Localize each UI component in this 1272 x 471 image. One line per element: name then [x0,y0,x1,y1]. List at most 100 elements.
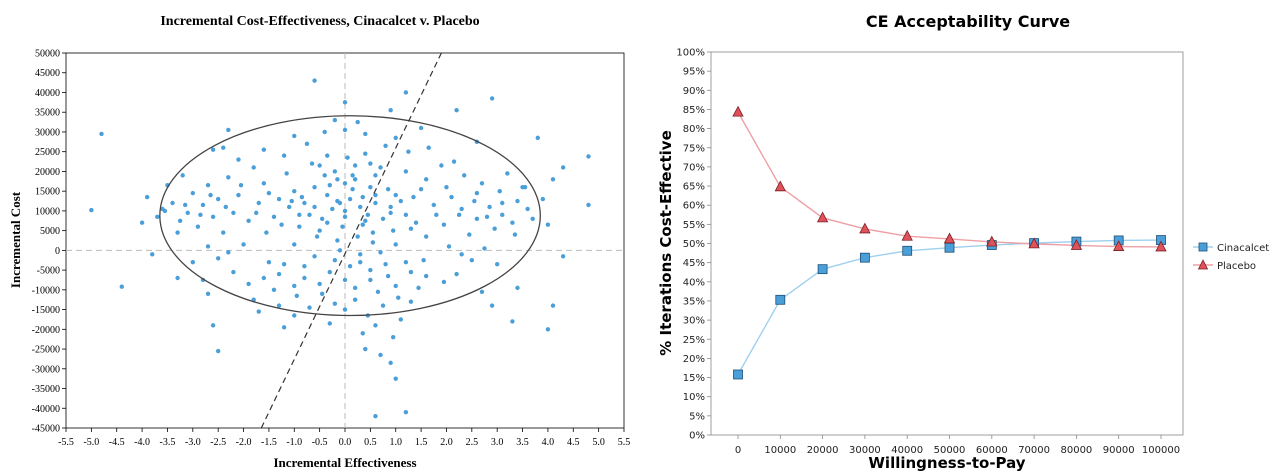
scatter-point [289,198,294,204]
scatter-point [175,230,180,235]
scatter-y-axis-ticks: 5000045000400003500030000250002000015000… [32,49,66,435]
scatter-point [325,153,330,158]
scatter-x-tick-label: 5.0 [592,437,605,448]
scatter-point [279,222,284,227]
scatter-point [378,250,383,255]
scatter-point [170,200,175,206]
scatter-point [231,269,236,275]
scatter-point [162,208,168,214]
scatter-point [363,131,368,137]
scatter-point [297,212,302,218]
scatter-point [208,192,213,198]
scatter-point [332,169,338,174]
scatter-point [317,281,322,287]
scatter-point [560,254,566,259]
scatter-point [292,283,297,289]
scatter-point [284,171,289,176]
scatter-point [266,260,272,265]
scatter-point [368,267,373,273]
ceac-y-tick-label: 85% [683,105,705,116]
scatter-point [403,212,409,218]
scatter-point [406,149,411,154]
scatter-point [434,212,439,218]
scatter-point [155,214,160,220]
scatter-point [403,90,409,95]
scatter-point [210,147,216,152]
scatter-point [312,78,317,83]
scatter-point [416,285,421,291]
scatter-point [535,135,540,141]
scatter-point [226,127,231,133]
scatter-point [446,244,452,249]
scatter-point [586,202,591,208]
scatter-point [368,161,373,166]
scatter-point [515,198,520,204]
scatter-point [441,279,447,285]
scatter-point [408,269,414,275]
scatter-point [304,141,310,146]
scatter-point [489,303,495,308]
scatter-point [373,173,378,178]
scatter-point [540,196,546,202]
scatter-point [251,165,256,170]
scatter-point [198,212,203,218]
scatter-point [500,212,505,218]
ceac-y-tick-label: 40% [683,277,705,288]
ceac-y-tick-label: 20% [683,354,705,365]
ceac-chart-title: CE Acceptability Curve [866,12,1070,31]
scatter-y-axis-label: Incremental Cost [8,191,23,288]
scatter-y-tick-label: -45000 [32,424,60,435]
ceac-y-tick-label: 80% [683,124,705,135]
scatter-point [236,157,241,162]
scatter-point [327,321,332,326]
scatter-point [368,277,373,283]
scatter-point [462,173,467,178]
scatter-point [492,226,497,231]
scatter-point [271,214,277,220]
scatter-point [388,204,393,210]
scatter-point [302,200,307,206]
scatter-point [342,307,348,312]
scatter-point [370,240,376,245]
marker-placebo [774,180,786,192]
ceac-y-tick-label: 55% [683,220,705,231]
scatter-point [408,226,414,231]
scatter-point [360,331,365,336]
scatter-chart-title: Incremental Cost-Effectiveness, Cinacalc… [160,14,479,29]
scatter-point [411,194,416,200]
ceac-y-tick-label: 5% [689,411,705,422]
scatter-point [139,220,145,225]
scatter-point [319,291,325,296]
scatter-point [474,216,480,221]
scatter-point [312,254,317,259]
scatter-reference-lines [66,53,624,428]
scatter-point [373,323,378,328]
scatter-point [352,163,358,168]
scatter-point [515,285,520,291]
ceac-y-axis-label: % Iterations Cost-Effective [657,130,675,356]
scatter-point [530,216,535,221]
scatter-point [586,154,591,159]
scatter-point [307,305,312,310]
scatter-point [418,125,424,131]
scatter-point [378,352,383,358]
scatter-point [332,301,338,306]
scatter-point [489,96,495,101]
scatter-point [385,273,391,279]
scatter-point [215,256,221,261]
scatter-y-tick-label: 40000 [35,88,60,99]
scatter-x-tick-label: -2.0 [236,437,252,448]
marker-cinacalcet [775,294,786,305]
scatter-point [294,293,300,298]
scatter-point [347,263,353,269]
scatter-x-tick-label: 4.5 [567,437,580,448]
scatter-point [390,228,396,233]
scatter-point [276,271,282,277]
ceac-y-tick-label: 70% [683,162,705,173]
scatter-x-tick-label: -1.0 [286,437,302,448]
scatter-y-tick-label: 15000 [35,187,60,198]
scatter-point [393,242,398,247]
marker-placebo [986,235,998,247]
scatter-point [451,159,457,164]
scatter-point [246,218,251,223]
